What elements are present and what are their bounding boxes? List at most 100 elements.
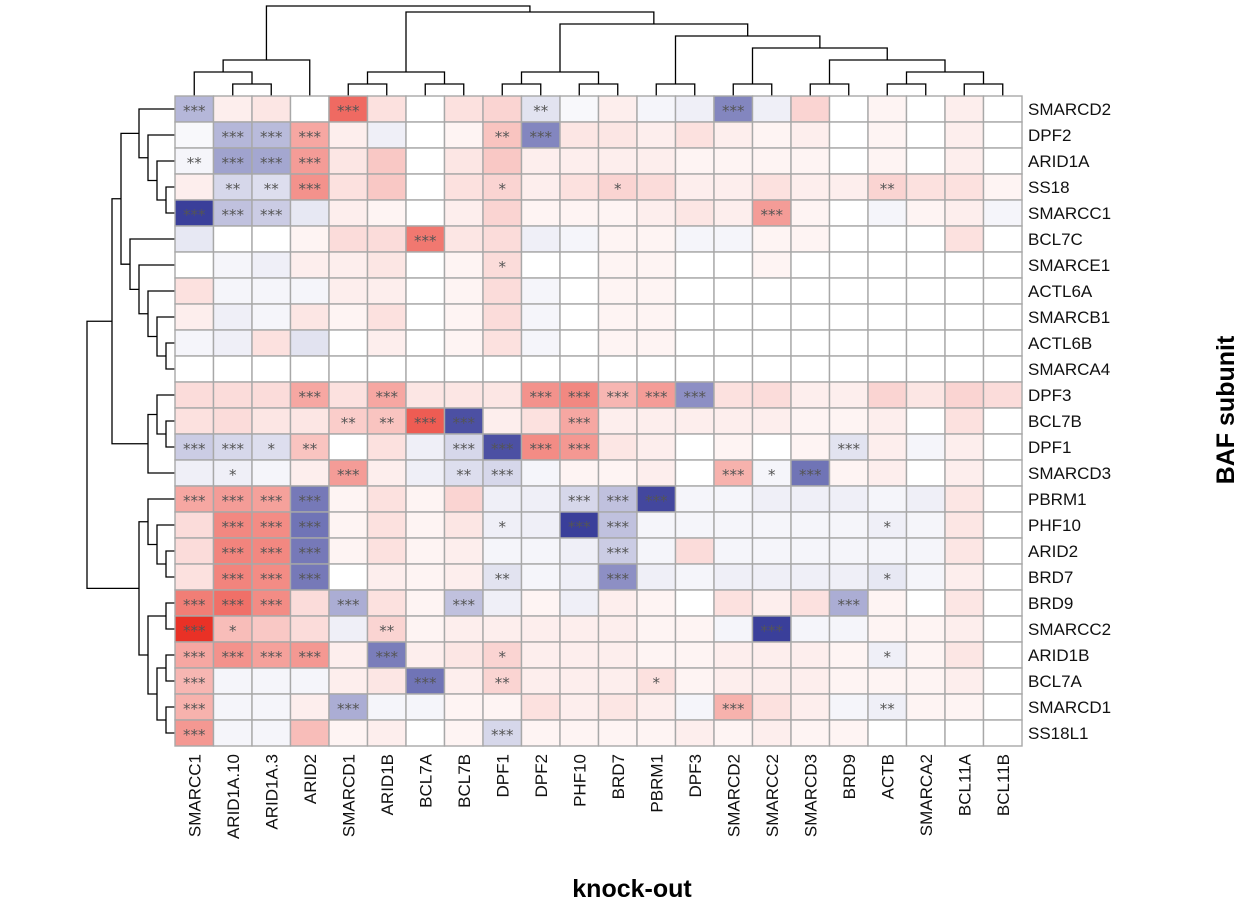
- heatmap-cell: [251, 251, 292, 279]
- column-label: DPF3: [686, 754, 705, 797]
- heatmap-cell: [867, 199, 908, 227]
- heatmap-cell: [636, 199, 677, 227]
- row-label: SMARCE1: [1028, 256, 1110, 275]
- column-label: BCL11B: [994, 754, 1013, 816]
- heatmap-cell: [905, 199, 946, 227]
- heatmap-cell: [289, 303, 330, 331]
- row-label: ARID2: [1028, 542, 1078, 561]
- heatmap-cell: [174, 381, 215, 409]
- significance-mark: *: [499, 258, 507, 276]
- heatmap-cell: [366, 433, 407, 461]
- significance-mark: **: [379, 414, 395, 432]
- significance-mark: *: [499, 180, 507, 198]
- heatmap-cell: [251, 407, 292, 435]
- heatmap-cell: [867, 277, 908, 305]
- heatmap-cell: [366, 641, 407, 669]
- significance-mark: **: [880, 700, 896, 718]
- heatmap-cell: [559, 121, 600, 149]
- heatmap-cell: [289, 95, 330, 123]
- significance-mark: ***: [568, 414, 591, 432]
- heatmap-cell: [828, 719, 869, 747]
- heatmap-cell: [713, 459, 754, 487]
- heatmap-cell: [289, 199, 330, 227]
- heatmap-cell: [251, 303, 292, 331]
- heatmap-cell: [482, 693, 523, 721]
- row-label: DPF1: [1028, 438, 1071, 457]
- heatmap-cell: [520, 173, 561, 201]
- heatmap-cell: [289, 407, 330, 435]
- significance-mark: ***: [491, 726, 514, 744]
- column-label: BCL7B: [455, 754, 474, 808]
- heatmap-cell: [443, 563, 484, 591]
- significance-mark: ***: [453, 414, 476, 432]
- significance-mark: **: [533, 102, 549, 120]
- heatmap-cell: [982, 225, 1023, 253]
- heatmap-cell: [366, 173, 407, 201]
- significance-mark: ***: [453, 440, 476, 458]
- heatmap-cell: [405, 433, 446, 461]
- heatmap-cell: [443, 329, 484, 357]
- heatmap-cell: [443, 667, 484, 695]
- heatmap-cell: [867, 381, 908, 409]
- heatmap-cell: [713, 355, 754, 383]
- heatmap-cell: [905, 173, 946, 201]
- heatmap-cell: [482, 485, 523, 513]
- heatmap-cell: [251, 199, 292, 227]
- heatmap-cell: [636, 693, 677, 721]
- heatmap-cell: [944, 719, 985, 747]
- heatmap-cell: [482, 225, 523, 253]
- heatmap-cell: [289, 459, 330, 487]
- heatmap-cell: [328, 277, 369, 305]
- significance-mark: *: [768, 466, 776, 484]
- significance-mark: ***: [222, 154, 245, 172]
- heatmap-cell: [405, 199, 446, 227]
- heatmap-cell: [674, 329, 715, 357]
- heatmap-cell: [520, 251, 561, 279]
- heatmap-cell: [674, 537, 715, 565]
- heatmap-cell: [405, 329, 446, 357]
- heatmap-cell: [713, 173, 754, 201]
- heatmap-cell: [636, 537, 677, 565]
- significance-mark: *: [268, 440, 276, 458]
- heatmap-cell: [944, 433, 985, 461]
- heatmap-cell: [790, 407, 831, 435]
- heatmap-cell: [559, 459, 600, 487]
- significance-mark: ***: [183, 596, 206, 614]
- column-label: BRD9: [840, 754, 859, 799]
- heatmap-cell: [174, 407, 215, 435]
- heatmap-cell: [751, 667, 792, 695]
- heatmap-cell: [366, 589, 407, 617]
- heatmap-cell: [982, 667, 1023, 695]
- heatmap-cell: [520, 667, 561, 695]
- heatmap-cell: [520, 589, 561, 617]
- heatmap-cell: [674, 433, 715, 461]
- heatmap-cell: [482, 121, 523, 149]
- heatmap-cell: [366, 95, 407, 123]
- heatmap-cell: [828, 173, 869, 201]
- significance-mark: **: [495, 128, 511, 146]
- heatmap-cell: [674, 511, 715, 539]
- heatmap-cell: [982, 589, 1023, 617]
- significance-mark: ***: [260, 128, 283, 146]
- heatmap-cell: [790, 615, 831, 643]
- significance-mark: ***: [838, 440, 861, 458]
- heatmap-cell: [482, 329, 523, 357]
- column-label: ACTB: [878, 754, 897, 799]
- heatmap-cell: [982, 173, 1023, 201]
- heatmap-cell: [597, 615, 638, 643]
- column-label: BRD7: [609, 754, 628, 799]
- significance-mark: ***: [607, 388, 630, 406]
- heatmap-cell: [790, 693, 831, 721]
- heatmap-cell: [905, 693, 946, 721]
- heatmap-cell: [366, 199, 407, 227]
- heatmap-cell: [366, 563, 407, 591]
- heatmap-cell: [751, 407, 792, 435]
- heatmap-cell: [905, 511, 946, 539]
- column-label: SMARCD3: [801, 754, 820, 837]
- heatmap-cell: [597, 693, 638, 721]
- row-label: ACTL6A: [1028, 282, 1093, 301]
- significance-mark: **: [302, 440, 318, 458]
- heatmap-cell: [212, 329, 253, 357]
- heatmap-cell: [443, 199, 484, 227]
- heatmap-cell: [251, 693, 292, 721]
